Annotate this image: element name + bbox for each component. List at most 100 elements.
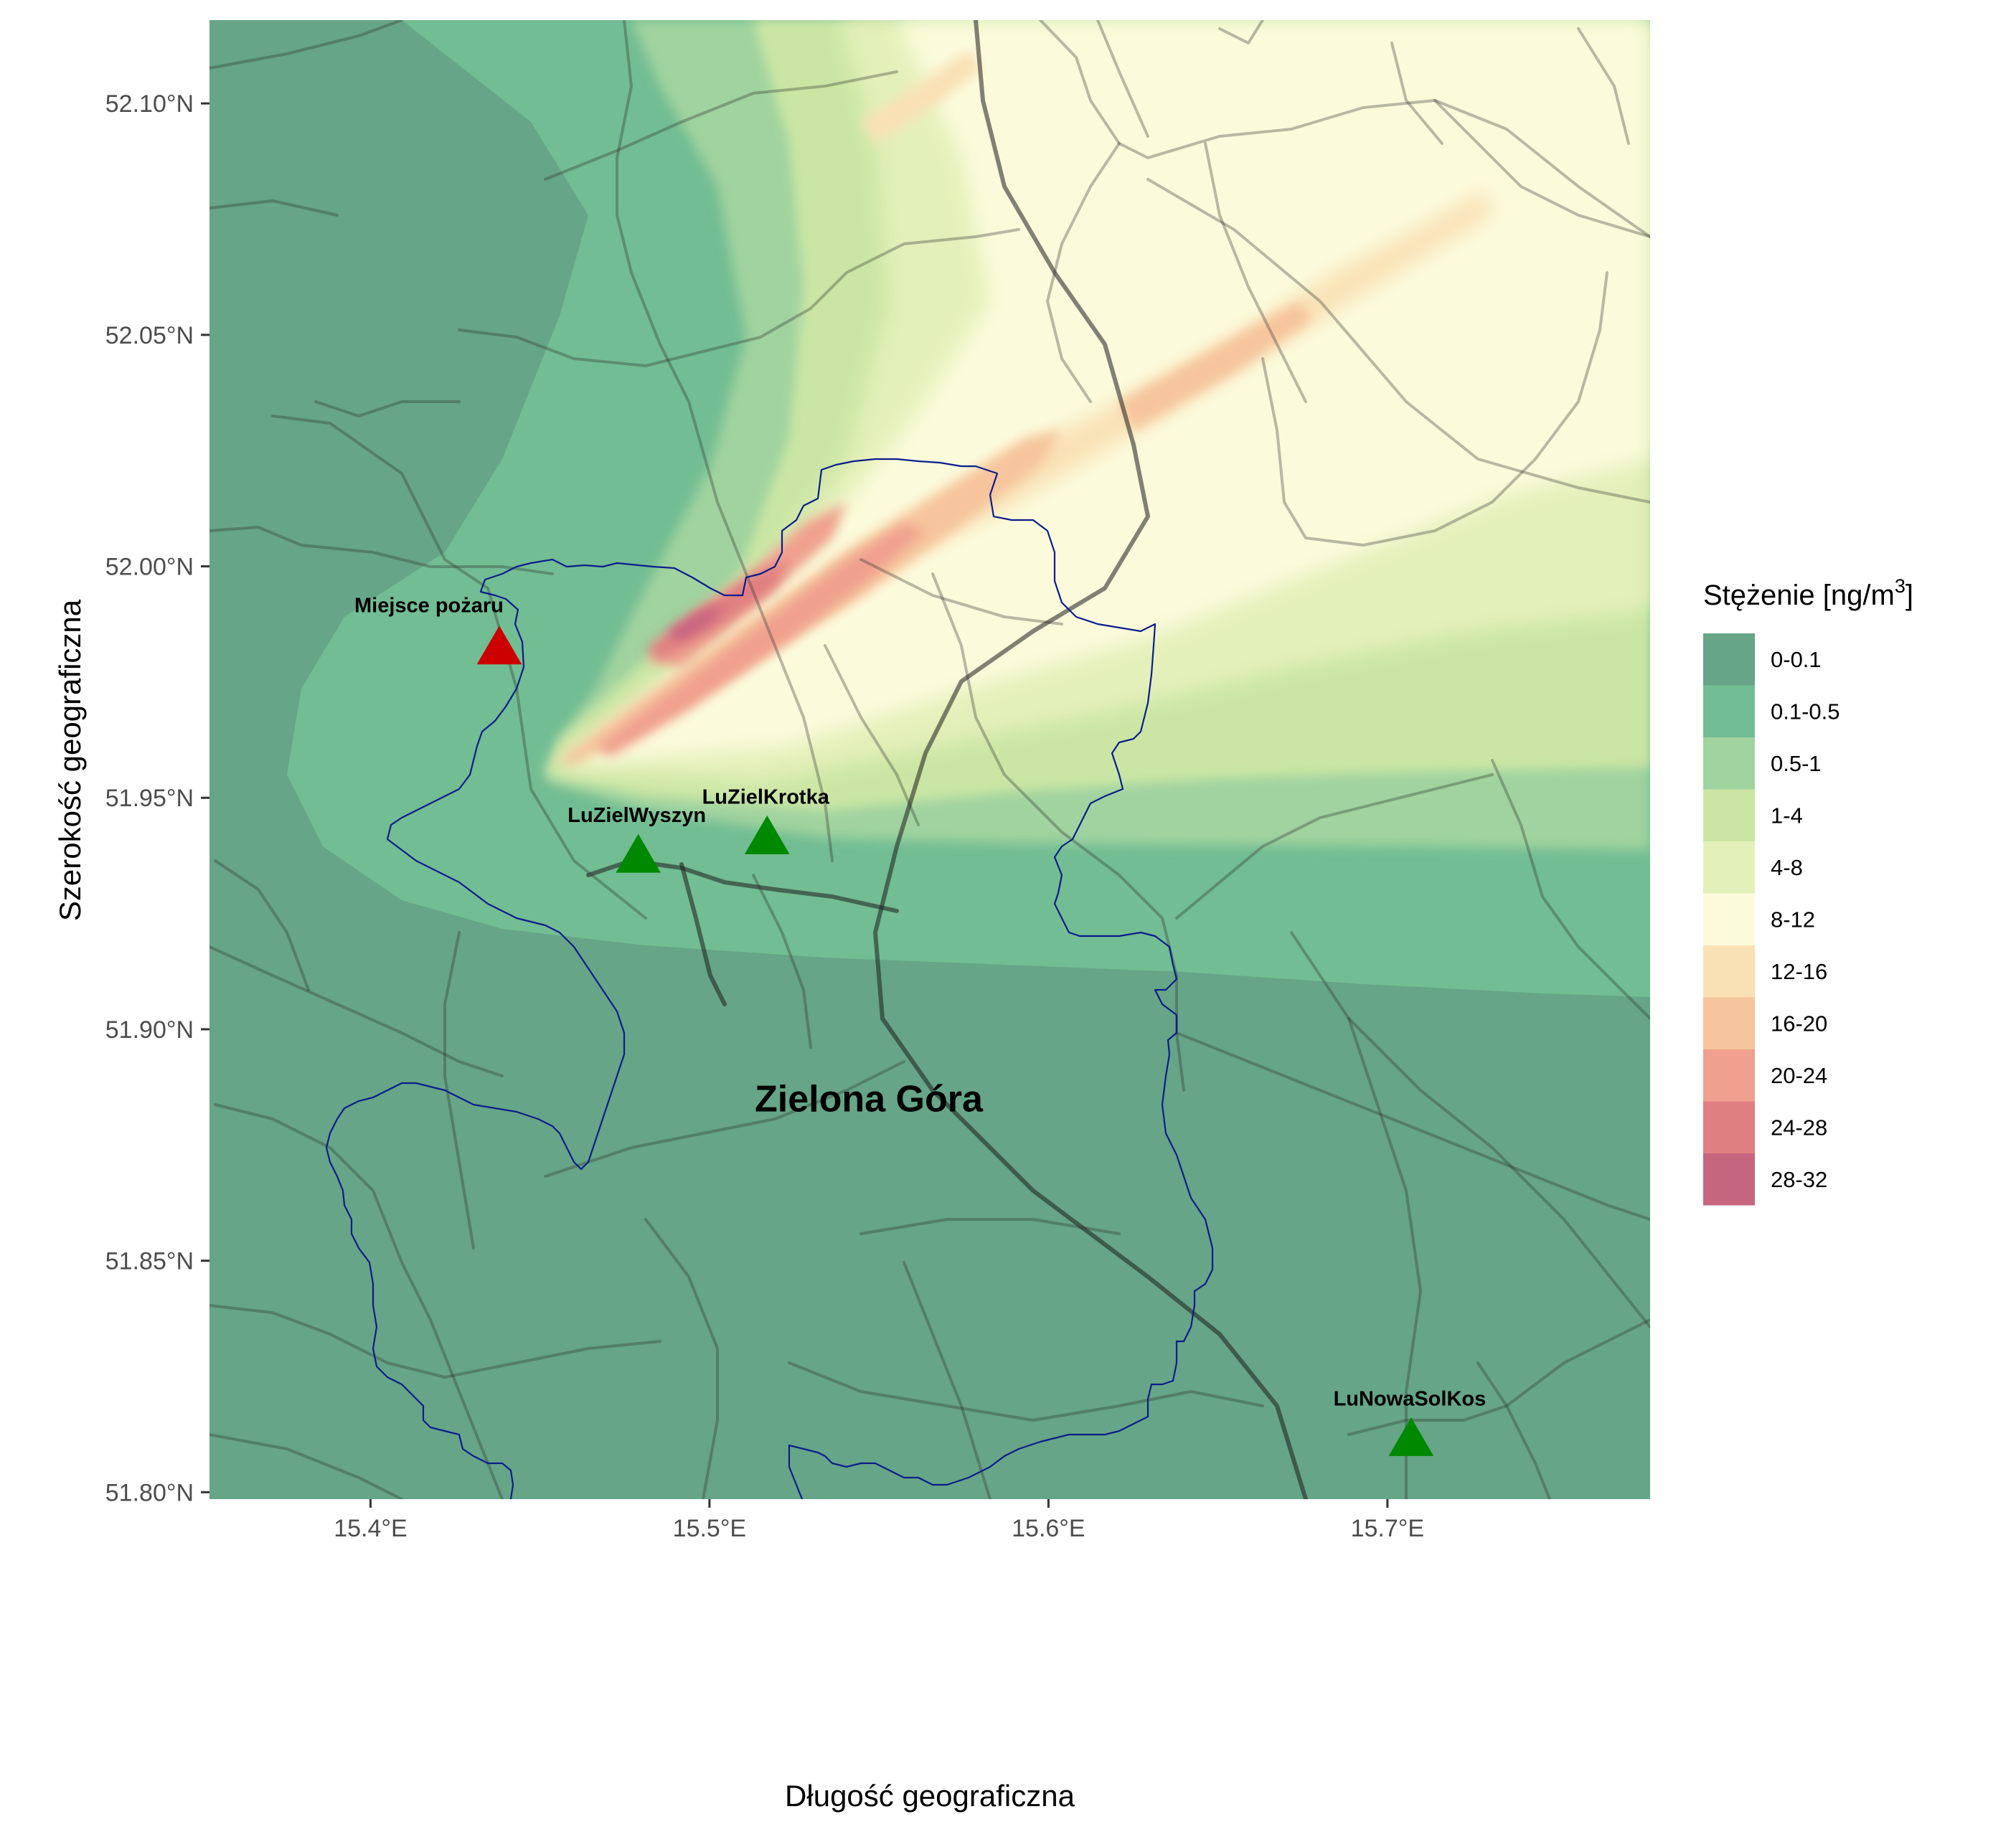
raster-band-16-20-b [1119,301,1313,430]
station-marker [744,815,790,854]
road [1261,271,1608,547]
road [616,20,834,862]
legend-key-label: 8-12 [1771,907,1815,932]
legend-keys: 0-0.1 0.1-0.5 0.5-1 1-4 4-8 8-12 12-16 16-20 20-… [1703,633,1840,1206]
station-marker [616,833,661,873]
station-label: LuZielKrotka [702,785,830,808]
road [209,20,403,70]
road [644,1218,719,1499]
station-label: LuZielWyszyn [567,804,706,827]
legend-key-label: 12-16 [1771,959,1827,984]
road [458,228,1020,367]
legend-key-label: 0.5-1 [1771,751,1822,776]
legend-title: Stężenie [ng/m3] [1703,575,1913,611]
legend-key-swatch [1703,1153,1755,1206]
y-tick-label: 52.05°N [105,322,194,349]
legend-key-swatch [1703,945,1755,998]
legend-key-swatch [1703,841,1755,894]
x-axis-title: Długość geograficzna [785,1779,1075,1813]
legend-title-superscript: 3 [1895,575,1906,597]
legend: Stężenie [ng/m3] 0-0.1 0.1-0.5 0.5-1 1-4 4-8… [1703,575,1913,1206]
raster-band-12-16-upper [861,50,983,143]
road [271,415,647,920]
road [544,70,898,181]
road [314,400,461,417]
legend-key-swatch [1703,789,1755,841]
fire-site-label: Miejsce pożaru [354,595,504,618]
legend-key-label: 28-32 [1771,1167,1827,1192]
road [873,20,1308,1499]
station-label: LuNowaSolKos [1334,1387,1487,1410]
legend-key-swatch [1703,1101,1755,1153]
road [931,572,1185,1092]
legend-key-label: 20-24 [1771,1063,1827,1088]
road [214,1103,504,1499]
y-tick-label: 51.85°N [105,1248,194,1275]
legend-key-swatch [1703,1049,1755,1102]
road [544,1060,905,1178]
road [1096,20,1149,138]
road [1347,1318,1650,1436]
y-axis-title: Szerokość geograficzna [53,599,87,921]
road [1175,1031,1650,1221]
legend-key-swatch [1703,997,1755,1049]
road [1433,99,1650,238]
legend-title-main: Stężenie [ng/m [1703,580,1895,611]
legend-key-swatch [1703,893,1755,945]
road [443,931,475,1250]
road [209,199,339,217]
legend-key-label: 1-4 [1771,803,1803,828]
road [1290,931,1650,1328]
x-tick-label: 15.5°E [673,1515,746,1542]
road [824,644,920,826]
y-tick-label: 52.10°N [105,90,194,118]
road [788,1361,1264,1422]
legend-key-label: 0.1-0.5 [1771,699,1840,724]
x-tick-label: 15.6°E [1012,1515,1085,1542]
road [214,859,310,991]
road [209,945,504,1077]
y-tick-label: 51.80°N [105,1479,194,1506]
road [859,1218,1121,1235]
city-label: Zielona Góra [755,1079,984,1120]
road [1491,759,1650,1020]
x-axis: 15.4°E 15.5°E 15.6°E 15.7°E [334,1499,1424,1542]
raster-band-20-24 [595,524,925,757]
legend-key-swatch [1703,633,1755,686]
road [903,1261,991,1499]
road [209,1304,661,1379]
map-markers: Miejsce pożaru LuZielWyszynLuZielKrotkaL… [354,595,1486,1456]
station-marker [1388,1417,1434,1456]
road [209,526,554,575]
x-tick-label: 15.7°E [1351,1515,1424,1542]
city-boundary [325,458,1214,1499]
road [209,1433,403,1499]
legend-key-swatch [1703,685,1755,737]
road [1046,142,1121,403]
road [1577,27,1630,145]
road [1390,42,1443,145]
road [1476,1361,1551,1499]
road [1175,773,1494,920]
legend-key-label: 0-0.1 [1771,647,1822,672]
y-tick-label: 51.90°N [105,1016,194,1044]
legend-key-label: 16-20 [1771,1011,1827,1036]
legend-key-swatch [1703,737,1755,790]
road-network [209,20,1650,1499]
road [679,862,727,1006]
legend-key-label: 24-28 [1771,1115,1827,1140]
map-panel [209,20,1650,1499]
road [1347,1017,1422,1499]
x-tick-label: 15.4°E [334,1515,407,1542]
y-tick-label: 52.00°N [105,554,194,581]
legend-title-close: ] [1906,580,1913,611]
road [1146,178,1650,504]
road [752,874,812,1049]
road [1218,20,1264,44]
fire-site-marker [476,625,522,665]
road [859,558,1063,625]
legend-key-label: 4-8 [1771,855,1803,880]
road [1204,142,1307,403]
